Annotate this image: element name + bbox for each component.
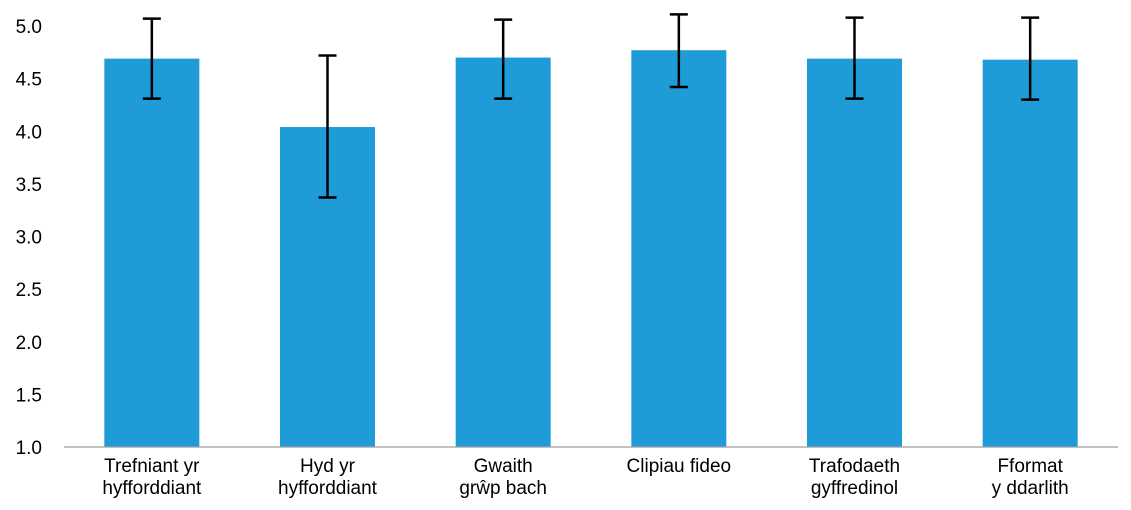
- y-tick-label: 1.0: [16, 438, 42, 459]
- x-tick-label-line: Gwaith: [474, 456, 533, 477]
- error-bar: [669, 13, 688, 89]
- error-bar: [142, 17, 161, 100]
- error-bar: [318, 54, 337, 199]
- x-tick-label: Clipiau fideo: [627, 456, 732, 477]
- y-tick-label: 3.5: [16, 175, 42, 196]
- bars-group: [104, 50, 1078, 448]
- bar: [631, 50, 727, 448]
- x-tick-label-line: Fformat: [997, 456, 1063, 477]
- x-tick-label: Hyd yr hyfforddiant: [278, 456, 378, 499]
- x-tick-label-line: Clipiau fideo: [627, 456, 732, 477]
- x-tick-label-line: Hyd yr: [300, 456, 356, 477]
- x-tick-label: Trefniant yr hyfforddiant: [102, 456, 202, 499]
- y-tick-label: 4.5: [16, 70, 42, 91]
- bar: [807, 58, 902, 447]
- y-tick-label: 3.0: [16, 228, 42, 249]
- error-bars-group: [142, 13, 1040, 199]
- x-tick-label-line: Trafodaeth: [809, 456, 900, 477]
- x-tick-label-line: hyfforddiant: [102, 478, 202, 499]
- x-tick-label: Fformat y ddarlith: [992, 456, 1069, 499]
- x-tick-label: Trafodaeth gyffredinol: [809, 456, 900, 499]
- x-tick-label-line: grŵp bach: [459, 478, 547, 499]
- y-tick-label: 4.0: [16, 122, 42, 143]
- y-tick-label: 2.5: [16, 280, 42, 301]
- x-tick-label-line: hyfforddiant: [278, 478, 378, 499]
- y-axis: 1.0 1.5 2.0 2.5 3.0 3.5 4.0 4.5 5.0: [16, 17, 42, 459]
- error-bar: [494, 18, 513, 100]
- error-bar: [1021, 16, 1040, 101]
- x-tick-label-line: y ddarlith: [992, 478, 1069, 499]
- error-bar: [845, 16, 864, 100]
- bar: [104, 58, 200, 447]
- x-tick-label-line: Trefniant yr: [104, 456, 200, 477]
- bar: [455, 57, 551, 447]
- x-tick-label: Gwaith grŵp bach: [459, 456, 547, 499]
- x-tick-label-line: gyffredinol: [811, 478, 898, 499]
- y-tick-label: 2.0: [16, 333, 42, 354]
- y-tick-label: 1.5: [16, 385, 42, 406]
- bar: [982, 59, 1078, 448]
- y-tick-label: 5.0: [16, 17, 42, 38]
